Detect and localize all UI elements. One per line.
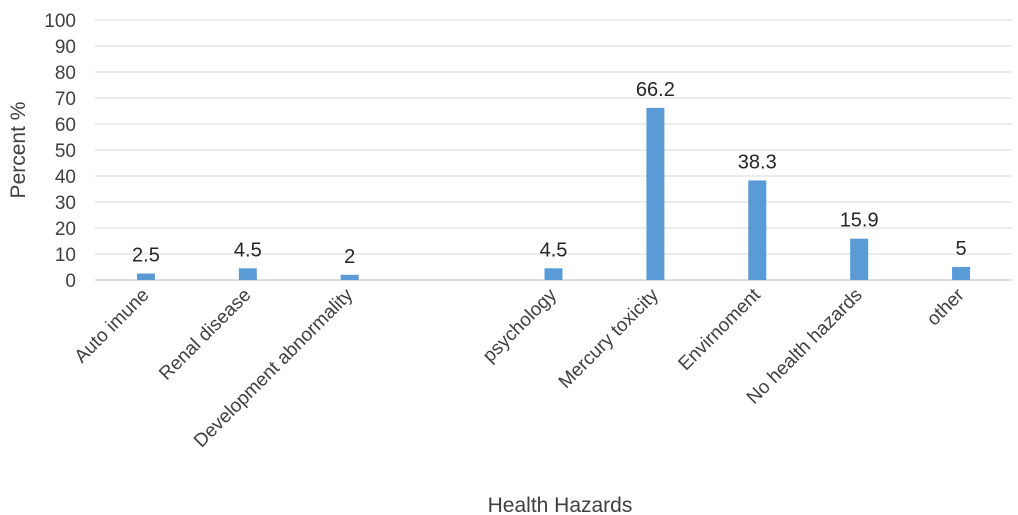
bar [238,268,257,280]
data-label: 2.5 [132,245,160,267]
bar [952,267,971,280]
x-category-label: Envirnoment [675,284,766,375]
x-category-label: Renal disease [155,285,255,385]
y-tick-label: 30 [55,193,76,214]
y-tick-label: 80 [55,63,76,84]
bar [748,180,767,280]
data-label: 4.5 [234,239,262,261]
bars [136,107,971,280]
y-axis-tick-labels: 0 10 20 30 40 50 60 70 80 90 100 [44,11,76,292]
y-tick-label: 0 [65,271,76,292]
bar [136,273,155,280]
bar [544,268,563,280]
y-tick-label: 90 [55,37,76,58]
bar [646,107,665,280]
y-tick-label: 100 [44,11,76,32]
bar [850,238,869,280]
bar [340,274,359,280]
x-axis-title: Health Hazards [488,494,633,515]
data-labels: 2.5 4.5 2 4.5 66.2 38.3 15.9 5 [132,79,967,268]
x-category-label: other [923,284,969,330]
data-label: 38.3 [738,151,777,173]
data-label: 5 [955,238,966,260]
data-label: 66.2 [636,79,675,101]
x-category-label: psychology [479,284,561,366]
y-tick-label: 70 [55,89,76,110]
x-category-label: Mercury toxicity [555,284,664,393]
x-category-label: No health hazards [743,285,867,409]
y-tick-label: 10 [55,245,76,266]
gridlines [95,19,1012,281]
data-label: 4.5 [540,239,568,261]
x-category-label: Auto imune [71,285,154,368]
y-tick-label: 20 [55,219,76,240]
data-label: 2 [344,246,355,268]
y-axis-title: Percent % [7,102,30,199]
data-label: 15.9 [840,210,879,232]
y-tick-label: 40 [55,167,76,188]
y-tick-label: 50 [55,141,76,162]
y-tick-label: 60 [55,115,76,136]
